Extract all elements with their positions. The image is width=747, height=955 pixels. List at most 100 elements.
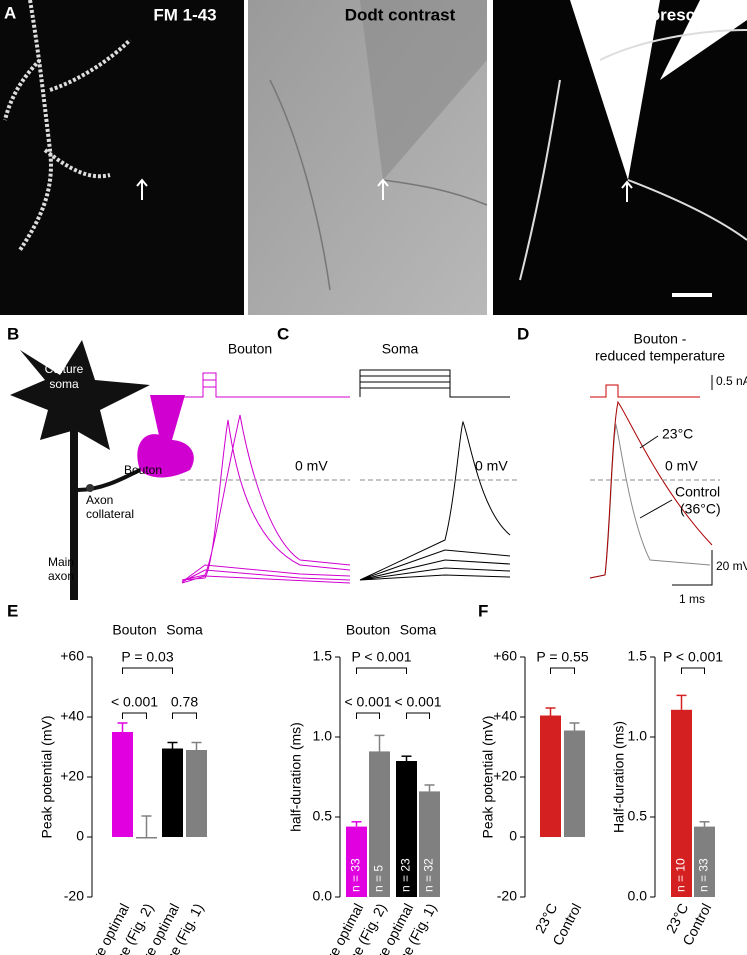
group-label: Bouton: [346, 622, 390, 638]
y-tick-label: 0: [509, 828, 517, 844]
bar: [694, 826, 715, 897]
bracket: [122, 667, 173, 674]
cell-label: Main: [48, 555, 74, 569]
image-title: Dodt contrast: [345, 5, 456, 24]
bracket: [356, 712, 380, 719]
panel-label: B: [7, 324, 19, 343]
panel-label: D: [517, 324, 529, 343]
bar: [162, 748, 183, 837]
zero-label: 0 mV: [665, 458, 698, 474]
comparison-label: < 0.001: [394, 694, 441, 710]
recording-site: [86, 484, 94, 492]
panel-label: A: [4, 3, 16, 22]
comparison-label: P = 0.03: [121, 649, 174, 665]
bouton-shape: [137, 395, 194, 478]
neurite-fill: [519, 29, 747, 281]
zero-label: 0 mV: [295, 458, 328, 474]
bar: [671, 709, 692, 897]
comparison-label: < 0.001: [111, 694, 158, 710]
bar: [419, 791, 440, 897]
panel-label: C: [277, 324, 289, 343]
warm-trace: [589, 400, 713, 579]
cell-label: collateral: [86, 507, 134, 521]
n-label: n = 33: [567, 858, 581, 892]
image-title: Fluorescein: [624, 5, 719, 24]
comparison-label: < 0.001: [344, 694, 391, 710]
bar: [564, 730, 585, 837]
bar: [369, 751, 390, 897]
cell-label: axon: [48, 569, 74, 583]
y-tick-label: +20: [60, 768, 84, 784]
arrow: [136, 178, 148, 200]
neurite: [269, 79, 488, 291]
bar: [186, 750, 207, 837]
y-tick-label: 0.0: [628, 888, 648, 904]
collateral: [77, 468, 141, 492]
bracket: [550, 667, 575, 674]
n-label: n = 5: [372, 865, 386, 892]
pointer: [639, 435, 659, 449]
scale-label: 0.5 nA: [716, 374, 747, 388]
trace-title: Bouton -: [634, 331, 687, 347]
y-axis-label: Peak potential (mV): [480, 716, 496, 839]
bar: [396, 761, 417, 897]
n-label: n = 33: [349, 858, 363, 892]
trace-label: Control: [675, 484, 720, 500]
arrow: [377, 178, 389, 200]
bracket: [172, 712, 197, 719]
micrographs: A FM 1-43 Dodt contrast Fluorescein: [0, 0, 747, 315]
y-axis-label: Peak potential (mV): [39, 716, 55, 839]
y-tick-label: 0.5: [313, 808, 333, 824]
bar: [136, 837, 157, 839]
voltage-traces: [359, 420, 511, 581]
comparison-label: P < 0.001: [663, 649, 723, 665]
command-trace: [590, 384, 700, 398]
y-tick-label: 0.5: [628, 808, 648, 824]
panel-label: F: [478, 601, 488, 620]
cell-label: Culture: [45, 362, 84, 376]
panel-d: D Bouton - reduced temperature 0.5 nA 0 …: [517, 324, 747, 606]
pipette: [360, 0, 487, 180]
y-tick-label: +60: [60, 648, 84, 664]
comparison-label: 0.78: [171, 694, 198, 710]
bar: [540, 715, 561, 837]
bracket: [406, 712, 430, 719]
panel-b: B Culture soma Bouton Axon collateral Ma…: [7, 324, 351, 600]
n-label: n = 10: [674, 858, 688, 892]
y-tick-label: +60: [493, 648, 517, 664]
n-label: n = 23: [165, 858, 179, 892]
soma-shape: [10, 340, 150, 450]
group-label: Soma: [166, 622, 203, 638]
bracket: [681, 667, 705, 674]
y-tick-label: 1.5: [628, 648, 648, 664]
y-axis-label: Half-duration (ms): [611, 721, 627, 833]
scale-label: 20 mV: [716, 559, 747, 573]
comparison-label: P = 0.55: [536, 649, 589, 665]
neuron-puncta: [3, 0, 132, 252]
pipette-fill: [570, 0, 747, 180]
n-label: n = 33: [115, 858, 129, 892]
bracket: [356, 667, 407, 674]
y-tick-label: 0.0: [313, 888, 333, 904]
cell-label: Bouton: [124, 463, 162, 477]
y-tick-label: 1.0: [628, 728, 648, 744]
panel-c: C Soma 0 mV: [277, 324, 520, 581]
n-label: n = 32: [422, 858, 436, 892]
comparison-label: P < 0.001: [351, 649, 411, 665]
trace-title: reduced temperature: [595, 348, 725, 364]
n-label: n = 10: [543, 858, 557, 892]
pointer: [639, 499, 673, 519]
y-tick-label: +40: [493, 708, 517, 724]
group-label: Bouton: [112, 622, 156, 638]
group-label: Soma: [400, 622, 437, 638]
cell-label: soma: [49, 377, 79, 391]
trace-label: (36°C): [680, 501, 721, 517]
y-tick-label: 0: [76, 828, 84, 844]
cell-label: Axon: [86, 493, 113, 507]
n-label: n = 32: [189, 858, 203, 892]
main-axon: [70, 420, 78, 600]
scale-label: 1 ms: [679, 592, 705, 606]
bracket: [122, 712, 147, 719]
scale-bar: [672, 550, 713, 586]
y-tick-label: +40: [60, 708, 84, 724]
